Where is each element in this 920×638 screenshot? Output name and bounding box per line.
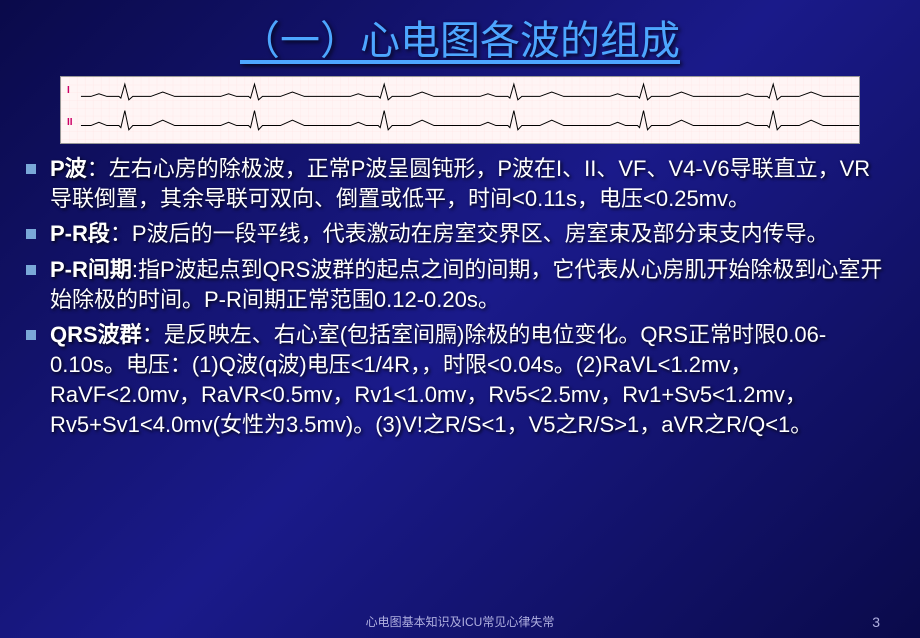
bullet-term: P波 <box>50 156 87 181</box>
bullet-text: QRS波群：是反映左、右心室(包括室间膈)除极的电位变化。QRS正常时限0.06… <box>50 320 890 439</box>
bullet-marker-icon <box>26 229 36 239</box>
bullet-item: P-R间期:指P波起点到QRS波群的起点之间的间期，它代表从心房肌开始除极到心室… <box>46 255 890 314</box>
ecg-strip: I II <box>60 76 860 144</box>
bullet-marker-icon <box>26 164 36 174</box>
footer-text: 心电图基本知识及ICU常见心律失常 <box>0 613 920 630</box>
bullet-text: P-R间期:指P波起点到QRS波群的起点之间的间期，它代表从心房肌开始除极到心室… <box>50 255 890 314</box>
bullet-marker-icon <box>26 265 36 275</box>
bullet-term: QRS波群 <box>50 322 142 347</box>
slide-title: （一）心电图各波的组成 <box>0 0 920 72</box>
bullet-term: P-R间期 <box>50 257 132 282</box>
bullet-text: P-R段：P波后的一段平线，代表激动在房室交界区、房室束及部分束支内传导。 <box>50 219 829 249</box>
ecg-lead-label-2: II <box>67 117 73 128</box>
bullet-term: P-R段 <box>50 221 110 246</box>
ecg-waveform <box>61 77 859 143</box>
content-area: P波：左右心房的除极波，正常P波呈圆钝形，P波在I、II、VF、V4-V6导联直… <box>0 154 920 439</box>
bullet-item: P-R段：P波后的一段平线，代表激动在房室交界区、房室束及部分束支内传导。 <box>46 219 890 249</box>
bullet-marker-icon <box>26 330 36 340</box>
ecg-lead-label-1: I <box>67 85 70 96</box>
bullet-item: QRS波群：是反映左、右心室(包括室间膈)除极的电位变化。QRS正常时限0.06… <box>46 320 890 439</box>
page-number: 3 <box>872 614 880 630</box>
bullet-text: P波：左右心房的除极波，正常P波呈圆钝形，P波在I、II、VF、V4-V6导联直… <box>50 154 890 213</box>
bullet-item: P波：左右心房的除极波，正常P波呈圆钝形，P波在I、II、VF、V4-V6导联直… <box>46 154 890 213</box>
